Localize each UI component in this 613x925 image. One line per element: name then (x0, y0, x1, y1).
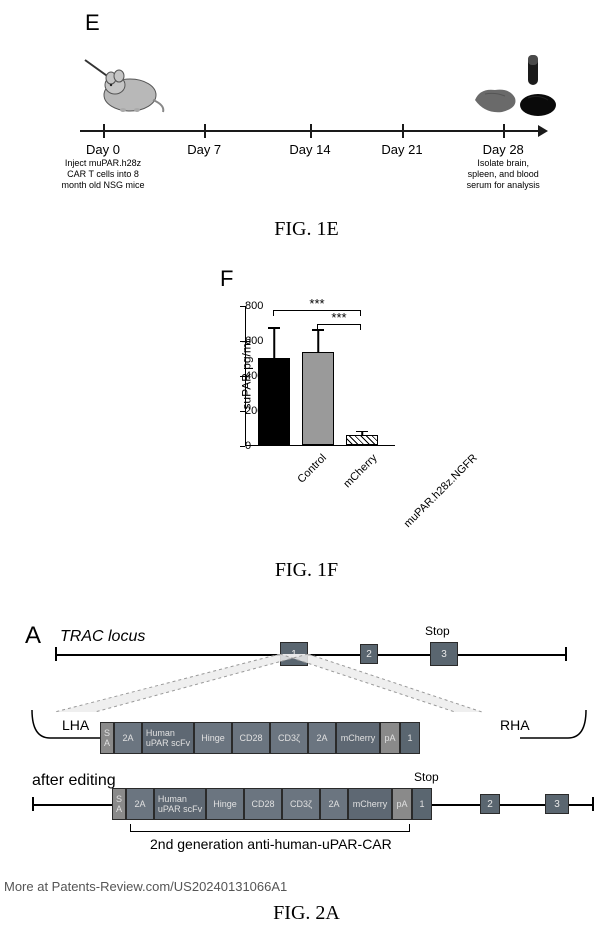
construct-segment: CD3ζ (282, 788, 320, 820)
construct-segment: SA (112, 788, 126, 820)
after-end-right (592, 797, 594, 811)
timeline-tick (310, 124, 312, 138)
sig-stars: *** (331, 310, 346, 325)
bar (346, 435, 378, 446)
y-tick-label: 800 (245, 300, 251, 312)
fig-1e-panel: E Day 0Inject muPAR.h28zCAR T cells into… (0, 10, 613, 210)
fig1f-caption: FIG. 1F (0, 559, 613, 582)
construct-segment: 2A (308, 722, 336, 754)
panel-label-a: A (25, 622, 41, 650)
construct-segment: pA (392, 788, 412, 820)
organs-icon (460, 50, 570, 125)
construct-segment: mCherry (348, 788, 392, 820)
construct-segment: 2A (320, 788, 348, 820)
supar-bar-chart: suPAR pg/mL 0200400600800ControlmCherrym… (240, 276, 440, 526)
panel-label-e: E (85, 10, 100, 36)
timeline-tick (204, 124, 206, 138)
fig-2a-panel: A TRAC locus 1 2 3 Stop LHA RHA SA2AHuma… (0, 612, 613, 912)
stop-label-bot: Stop (414, 770, 439, 784)
construct-segment: SA (100, 722, 114, 754)
construct-segment: 1 (400, 722, 420, 754)
timeline-tick-label: Day 14 (289, 142, 330, 157)
timeline-tick-label: Day 28 (483, 142, 524, 157)
construct-segment: 1 (412, 788, 432, 820)
timeline-tick (402, 124, 404, 138)
y-tick-label: 200 (245, 405, 251, 417)
fig-1f-panel: F suPAR pg/mL 0200400600800ControlmCherr… (0, 251, 613, 551)
sig-stars: *** (309, 296, 324, 311)
after-end-left (32, 797, 34, 811)
watermark-text: More at Patents-Review.com/US20240131066… (4, 879, 287, 894)
construct-middle: SA2AHumanuPAR scFvHingeCD28CD3ζ2AmCherry… (100, 722, 420, 754)
y-tick-label: 600 (245, 335, 251, 347)
y-tick-label: 0 (245, 440, 251, 452)
fig1e-caption: FIG. 1E (0, 218, 613, 241)
construct-segment: pA (380, 722, 400, 754)
arrowhead-icon (538, 125, 548, 137)
construct-segment: CD3ζ (270, 722, 308, 754)
timeline-tick-label: Day 0 (86, 142, 120, 157)
gen-bracket (130, 824, 410, 832)
construct-segment: HumanuPAR scFv (142, 722, 194, 754)
construct-segment: Hinge (206, 788, 244, 820)
y-tick-label: 400 (245, 370, 251, 382)
locus-end-right (565, 647, 567, 661)
construct-segment: HumanuPAR scFv (154, 788, 206, 820)
construct-segment: CD28 (232, 722, 270, 754)
after-exon-3: 3 (545, 794, 569, 814)
construct-segment: CD28 (244, 788, 282, 820)
after-exon-2: 2 (480, 794, 500, 814)
timeline-tick-label: Day 7 (187, 142, 221, 157)
timeline-tick-sublabel: Inject muPAR.h28zCAR T cells into 8month… (61, 158, 144, 190)
construct-segment: 2A (114, 722, 142, 754)
x-category-label: muPAR.h28z.NGFR (402, 452, 480, 530)
timeline-tick-label: Day 21 (381, 142, 422, 157)
construct-segment: mCherry (336, 722, 380, 754)
after-line-left (32, 804, 112, 806)
x-category-label: Control (295, 452, 329, 486)
stop-label-top: Stop (425, 624, 450, 638)
x-category-label: mCherry (341, 452, 379, 490)
timeline-axis: Day 0Inject muPAR.h28zCAR T cells into 8… (80, 130, 540, 132)
timeline-tick (103, 124, 105, 138)
panel-label-f: F (220, 266, 233, 292)
construct-after: SA2AHumanuPAR scFvHingeCD28CD3ζ2AmCherry… (112, 788, 432, 820)
mouse-icon (75, 50, 165, 120)
timeline-tick-sublabel: Isolate brain,spleen, and bloodserum for… (467, 158, 540, 190)
gen-label: 2nd generation anti-human-uPAR-CAR (150, 836, 392, 852)
after-editing-label: after editing (32, 772, 116, 790)
construct-segment: 2A (126, 788, 154, 820)
trac-locus-label: TRAC locus (60, 628, 145, 646)
construct-segment: Hinge (194, 722, 232, 754)
timeline-tick (503, 124, 505, 138)
bar (302, 352, 334, 445)
